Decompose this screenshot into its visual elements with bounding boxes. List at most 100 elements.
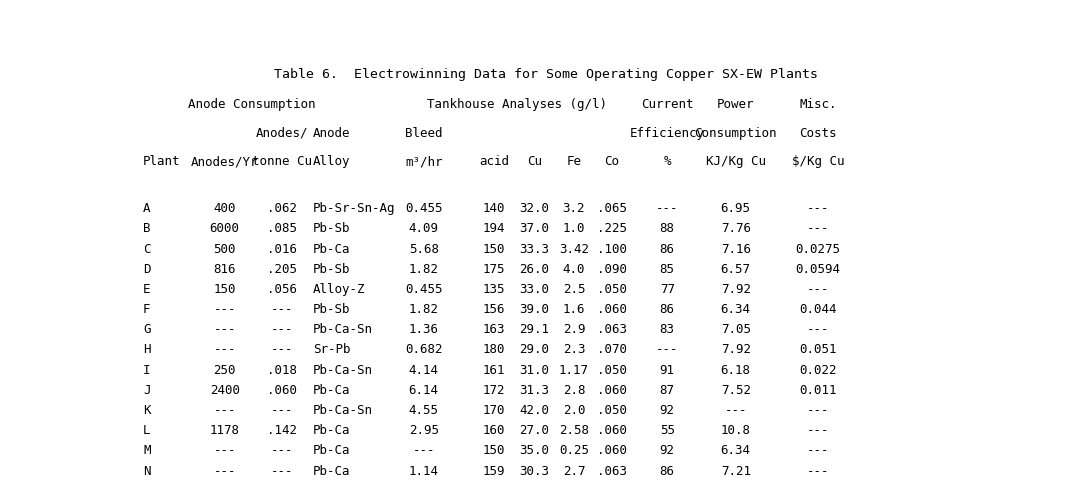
Text: 0.011: 0.011 [800, 384, 837, 397]
Text: 7.92: 7.92 [721, 283, 751, 296]
Text: Pb-Ca: Pb-Ca [313, 243, 350, 256]
Text: 33.3: 33.3 [520, 243, 550, 256]
Text: C: C [143, 243, 150, 256]
Text: .100: .100 [596, 243, 627, 256]
Text: %: % [663, 155, 671, 168]
Text: ---: --- [213, 465, 236, 478]
Text: ---: --- [271, 404, 293, 417]
Text: Efficiency: Efficiency [629, 127, 705, 140]
Text: 0.682: 0.682 [405, 343, 442, 356]
Text: 0.0594: 0.0594 [796, 263, 840, 276]
Text: 140: 140 [482, 202, 505, 215]
Text: A: A [143, 202, 150, 215]
Text: Pb-Ca: Pb-Ca [313, 424, 350, 437]
Text: acid: acid [479, 155, 509, 168]
Text: 1.0: 1.0 [562, 222, 585, 235]
Text: Pb-Ca: Pb-Ca [313, 444, 350, 457]
Text: Alloy: Alloy [313, 155, 350, 168]
Text: 4.14: 4.14 [409, 364, 439, 377]
Text: 1.17: 1.17 [559, 364, 589, 377]
Text: 37.0: 37.0 [520, 222, 550, 235]
Text: 29.1: 29.1 [520, 323, 550, 336]
Text: 92: 92 [659, 444, 674, 457]
Text: 2.5: 2.5 [562, 283, 585, 296]
Text: 160: 160 [482, 424, 505, 437]
Text: Power: Power [717, 98, 754, 111]
Text: 172: 172 [482, 384, 505, 397]
Text: 0.051: 0.051 [800, 343, 837, 356]
Text: 163: 163 [482, 323, 505, 336]
Text: D: D [143, 263, 150, 276]
Text: 7.52: 7.52 [721, 384, 751, 397]
Text: 2.95: 2.95 [409, 424, 439, 437]
Text: ---: --- [656, 343, 678, 356]
Text: ---: --- [271, 444, 293, 457]
Text: ---: --- [807, 424, 830, 437]
Text: 86: 86 [659, 465, 674, 478]
Text: 86: 86 [659, 303, 674, 316]
Text: .050: .050 [596, 364, 627, 377]
Text: Anode Consumption: Anode Consumption [189, 98, 315, 111]
Text: ---: --- [412, 444, 435, 457]
Text: ---: --- [213, 303, 236, 316]
Text: 135: 135 [482, 283, 505, 296]
Text: 0.022: 0.022 [800, 364, 837, 377]
Text: F: F [143, 303, 150, 316]
Text: .065: .065 [596, 202, 627, 215]
Text: I: I [143, 364, 150, 377]
Text: 33.0: 33.0 [520, 283, 550, 296]
Text: 1.36: 1.36 [409, 323, 439, 336]
Text: 2.58: 2.58 [559, 424, 589, 437]
Text: .060: .060 [266, 384, 297, 397]
Text: Pb-Sb: Pb-Sb [313, 263, 350, 276]
Text: 0.455: 0.455 [405, 283, 442, 296]
Text: ---: --- [807, 444, 830, 457]
Text: 10.8: 10.8 [721, 424, 751, 437]
Text: G: G [143, 323, 150, 336]
Text: Plant: Plant [143, 155, 181, 168]
Text: Anodes/Yr: Anodes/Yr [191, 155, 259, 168]
Text: .225: .225 [596, 222, 627, 235]
Text: 2.0: 2.0 [562, 404, 585, 417]
Text: 4.55: 4.55 [409, 404, 439, 417]
Text: Misc.: Misc. [800, 98, 837, 111]
Text: 2.9: 2.9 [562, 323, 585, 336]
Text: 6000: 6000 [210, 222, 240, 235]
Text: 0.0275: 0.0275 [796, 243, 840, 256]
Text: Pb-Ca-Sn: Pb-Ca-Sn [313, 323, 373, 336]
Text: 88: 88 [659, 222, 674, 235]
Text: M: M [143, 444, 150, 457]
Text: 3.42: 3.42 [559, 243, 589, 256]
Text: 91: 91 [659, 364, 674, 377]
Text: .060: .060 [596, 303, 627, 316]
Text: 6.34: 6.34 [721, 303, 751, 316]
Text: 26.0: 26.0 [520, 263, 550, 276]
Text: ---: --- [807, 404, 830, 417]
Text: 156: 156 [482, 303, 505, 316]
Text: Alloy-Z: Alloy-Z [313, 283, 365, 296]
Text: 194: 194 [482, 222, 505, 235]
Text: ---: --- [271, 323, 293, 336]
Text: 180: 180 [482, 343, 505, 356]
Text: 2.3: 2.3 [562, 343, 585, 356]
Text: Tankhouse Analyses (g/l): Tankhouse Analyses (g/l) [427, 98, 607, 111]
Text: 6.14: 6.14 [409, 384, 439, 397]
Text: ---: --- [271, 465, 293, 478]
Text: Pb-Ca-Sn: Pb-Ca-Sn [313, 364, 373, 377]
Text: 7.05: 7.05 [721, 323, 751, 336]
Text: ---: --- [213, 323, 236, 336]
Text: ---: --- [213, 404, 236, 417]
Text: .060: .060 [596, 424, 627, 437]
Text: Table 6.  Electrowinning Data for Some Operating Copper SX-EW Plants: Table 6. Electrowinning Data for Some Op… [274, 68, 818, 81]
Text: 92: 92 [659, 404, 674, 417]
Text: 816: 816 [213, 263, 236, 276]
Text: J: J [143, 384, 150, 397]
Text: .063: .063 [596, 465, 627, 478]
Text: ---: --- [807, 202, 830, 215]
Text: K: K [143, 404, 150, 417]
Text: 175: 175 [482, 263, 505, 276]
Text: 161: 161 [482, 364, 505, 377]
Text: 42.0: 42.0 [520, 404, 550, 417]
Text: Pb-Sr-Sn-Ag: Pb-Sr-Sn-Ag [313, 202, 395, 215]
Text: Pb-Ca-Sn: Pb-Ca-Sn [313, 404, 373, 417]
